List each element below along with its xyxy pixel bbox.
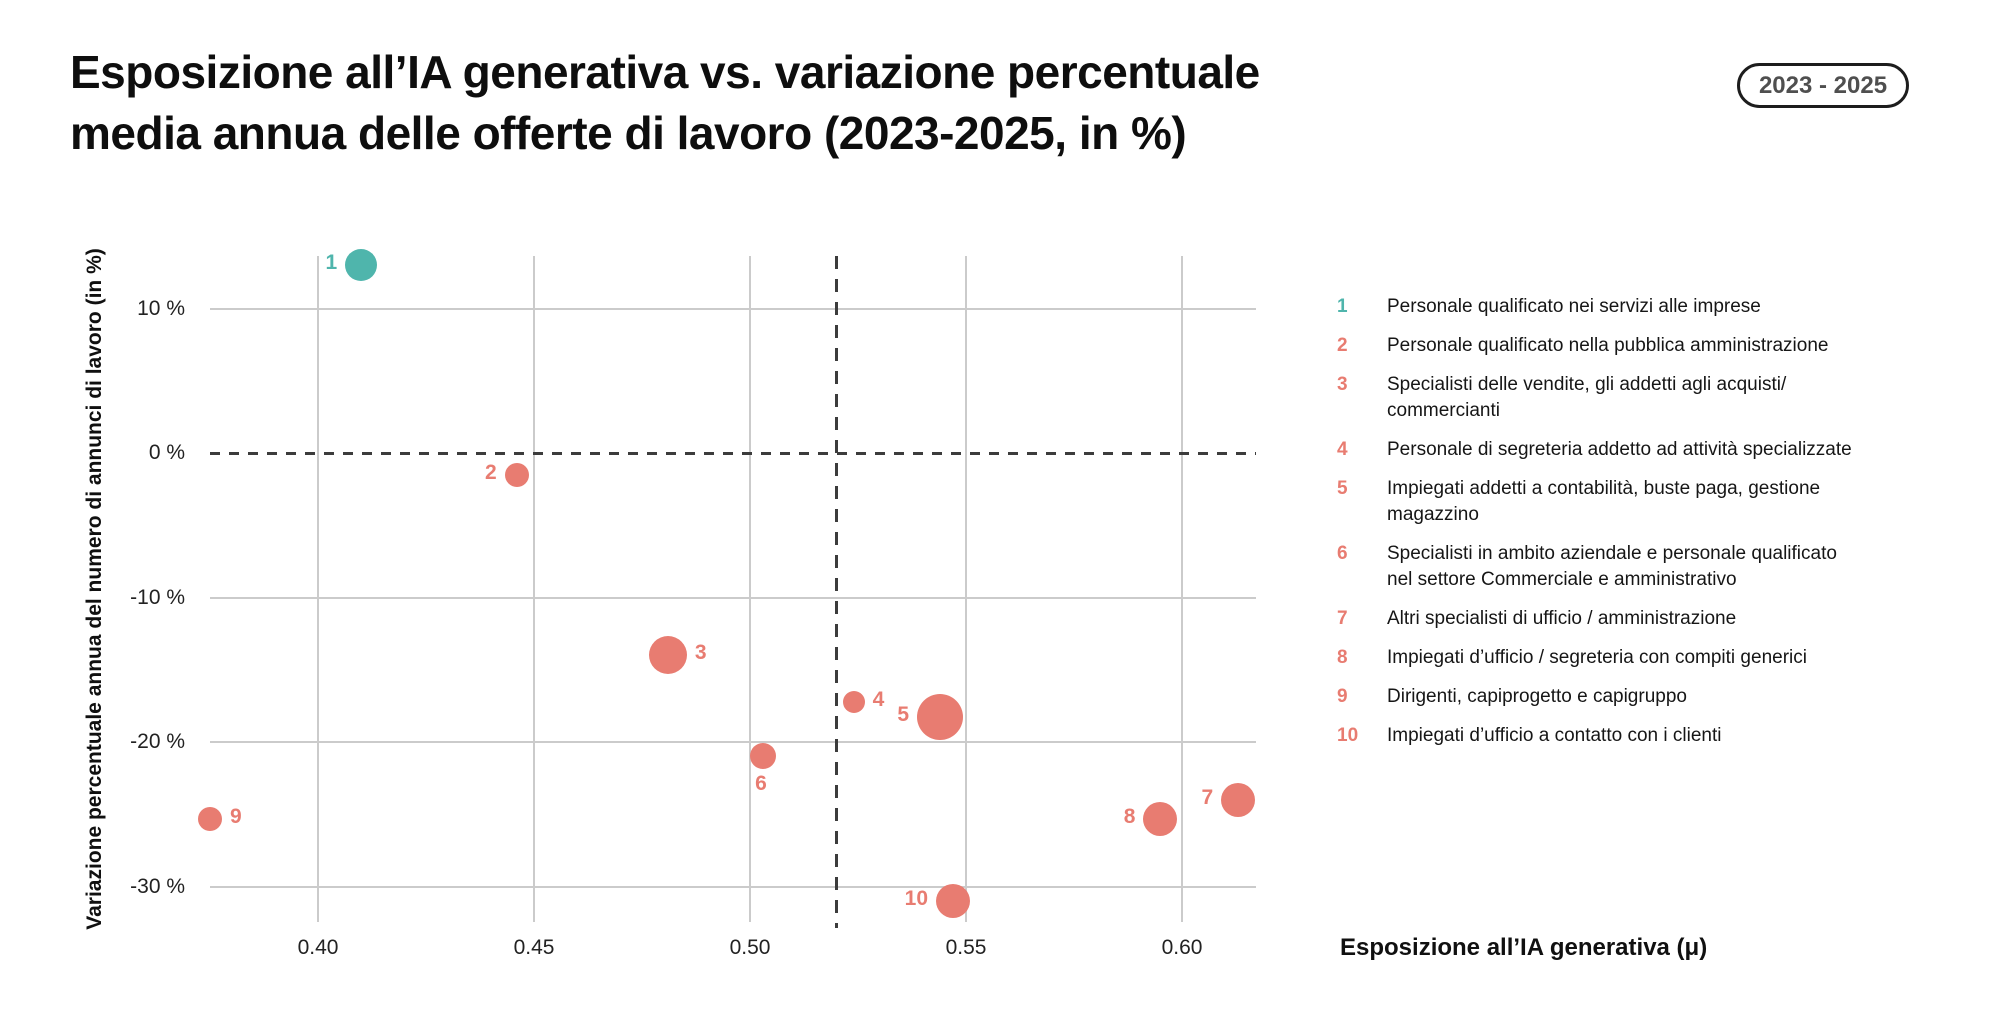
legend-item-label: Personale di segreteria addetto ad attiv… [1387,439,1852,460]
legend-item-label: Dirigenti, capiprogetto e capigruppo [1387,686,1687,707]
bubble-label-3: 3 [694,641,707,665]
bubble-label-5: 5 [897,703,910,727]
bubble-label-10: 10 [904,886,929,910]
y-tick-label: 0 % [148,441,185,464]
bubble-1[interactable] [345,249,378,282]
x-axis-title: Esposizione all’IA generativa (μ) [1340,934,1708,961]
legend-item-5: 5 Impiegati addetti a contabilità, buste … [1337,476,1852,528]
y-tick-label: -10 % [130,585,185,609]
legend-item-10: 10 Impiegati d’ufficio a contatto con i c… [1337,723,1852,749]
legend-item-2: 2 Personale qualificato nella pubblica am… [1337,333,1852,359]
legend-item-3: 3 Specialisti delle vendite, gli addetti … [1337,372,1852,424]
legend-item-number: 3 [1337,374,1348,395]
legend-item-7: 7 Altri specialisti di ufficio / amminist… [1337,606,1852,632]
bubble-label-6: 6 [755,772,767,796]
legend-item-number: 9 [1337,686,1348,707]
legend-item-number: 10 [1337,725,1359,746]
legend-item-number: 8 [1337,647,1348,668]
bubble-3[interactable] [648,636,687,675]
bubble-label-2: 2 [485,460,497,484]
legend-item-label: Impiegati addetti a contabilità, buste p… [1387,478,1821,525]
legend-item-6: 6 Specialisti in ambito aziendale e perso… [1337,541,1852,593]
legend-item-label: Personale qualificato nella pubblica amm… [1387,335,1829,356]
legend-item-label: Impiegati d’ufficio a contatto con i cli… [1387,725,1722,746]
gridline-x-0.60 [1181,256,1183,922]
legend-item-4: 4 Personale di segreteria addetto ad atti… [1337,437,1852,463]
gridline-y--30 % [210,885,1256,888]
gridline-x-0.50 [749,256,751,922]
legend-item-label: Personale qualificato nei servizi alle i… [1387,296,1761,317]
legend-item-number: 6 [1337,543,1348,564]
bubble-label-7: 7 [1201,785,1214,809]
bubble-10[interactable] [936,883,971,918]
page-title-line2: media annua delle offerte di lavoro (202… [70,106,1187,159]
bubble-6[interactable] [749,743,776,770]
legend-item-label: Specialisti delle vendite, gli addetti a… [1387,374,1787,421]
bubble-label-1: 1 [325,251,338,275]
x-tick-label: 0.45 [513,936,555,959]
legend-item-8: 8 Impiegati d’ufficio / segreteria con co… [1337,645,1852,671]
period-badge-label: 2023 - 2025 [1758,71,1888,99]
mean-exposure-line-dashed [835,256,839,928]
x-tick-label: 0.60 [1161,936,1203,959]
legend-item-number: 1 [1337,296,1348,317]
legend-item-9: 9 Dirigenti, capiprogetto e capigruppo [1337,684,1852,710]
page-title-line1: Esposizione all’IA generativa vs. variaz… [70,46,1260,98]
bubble-7[interactable] [1221,782,1256,817]
bubble-label-4: 4 [872,687,885,711]
bubble-5[interactable] [917,694,964,741]
y-tick-label: 10 % [137,296,185,320]
page-title: Esposizione all’IA generativa vs. variaz… [70,42,1260,163]
period-badge: 2023 - 2025 [1737,63,1909,108]
bubble-label-9: 9 [230,804,242,828]
bubble-4[interactable] [842,690,865,713]
legend-item-number: 5 [1337,478,1348,499]
legend-item-label: Altri specialisti di ufficio / amministr… [1387,608,1737,629]
y-tick-label: -20 % [130,730,185,753]
gridline-x-0.45 [533,256,535,922]
legend-item-1: 1 Personale qualificato nei servizi alle … [1337,294,1852,320]
legend-item-number: 2 [1337,335,1348,356]
legend-item-number: 4 [1337,439,1348,460]
x-tick-label: 0.40 [297,936,339,959]
gridline-x-0.40 [317,256,319,922]
bubble-label-8: 8 [1123,804,1136,828]
x-tick-label: 0.50 [729,936,771,959]
legend-item-label: Specialisti in ambito aziendale e person… [1387,543,1837,590]
gridline-y-10 % [210,307,1256,310]
bubble-9[interactable] [198,806,222,831]
gridline-y--20 % [210,741,1256,743]
legend-item-number: 7 [1337,608,1348,629]
bubble-8[interactable] [1143,801,1178,836]
legend: 1 Personale qualificato nei servizi alle … [1337,294,1852,749]
legend-item-label: Impiegati d’ufficio / segreteria con com… [1387,647,1807,668]
gridline-y--10 % [210,596,1256,599]
x-tick-label: 0.55 [945,936,987,959]
zero-line-dashed [210,452,1256,455]
bubble-2[interactable] [504,462,529,487]
gridline-x-0.55 [965,256,967,922]
y-tick-label: -30 % [130,874,185,898]
